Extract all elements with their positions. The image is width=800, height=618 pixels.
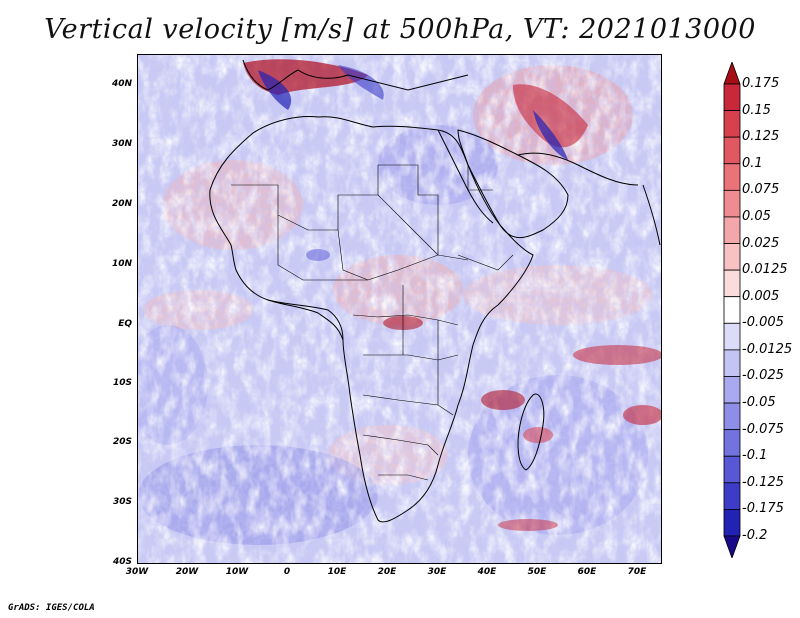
colorbar-level-label: 0.0125 [742,262,788,278]
colorbar-segment [723,189,741,218]
colorbar-bottom-arrow [723,535,741,558]
colorbar-level-label: 0.15 [742,102,771,118]
colorbar-segment [723,349,741,377]
lat-tick-label: 30N [111,139,132,149]
strong-velocity-cells [243,59,661,531]
colorbar-level-label: -0.075 [742,421,784,437]
europe-coastline [242,59,469,91]
grads-credit: GrADS: IGES/COLA [8,603,95,613]
lon-tick-label: 70E [627,567,647,577]
colorbar-segment [723,429,741,457]
lon-tick-label: 20W [175,567,199,577]
colorbar-top-arrow [723,62,741,85]
colorbar-segment [723,455,741,484]
colorbar-segment [723,402,741,431]
colorbar-level-label: -0.2 [742,528,768,543]
colorbar-level-label: -0.025 [742,368,784,384]
lat-tick-label: 40N [111,79,132,89]
colorbar-level-label: -0.005 [742,315,784,331]
lon-tick-label: 60E [577,567,597,577]
colorbar-level-label: -0.05 [742,395,776,411]
colorbar-segment [723,136,741,165]
lon-tick-label: 10E [327,567,347,577]
colorbar-segment [723,243,741,271]
colorbar-segment [723,163,741,191]
vertical-velocity-map [138,55,661,563]
colorbar-level-label: 0.1 [742,155,763,171]
lon-tick-label: 10W [225,567,249,577]
lon-tick-label: 40E [477,567,497,577]
colorbar-segment [723,296,741,324]
colorbar-level-label: 0.125 [742,129,780,145]
lon-tick-label: 30E [427,567,447,577]
coastlines [209,59,661,523]
colorbar-segment [723,322,741,351]
colorbar-segment [723,110,741,138]
lon-tick-label: 0 [283,567,291,577]
colorbar-segment [723,83,741,111]
colorbar-segment [723,376,741,404]
country-borders [231,164,514,481]
colorbar [723,62,741,558]
colorbar-segment [723,509,741,537]
lon-tick-label: 20E [377,567,397,577]
lon-tick-label: 30W [125,567,149,577]
colorbar-level-label: 0.025 [742,235,780,251]
colorbar-level-label: 0.075 [742,182,780,198]
colorbar-level-label: 0.175 [742,76,780,91]
map-title: Vertical velocity [m/s] at 500hPa, VT: 2… [44,14,756,45]
colorbar-level-label: 0.05 [742,208,771,224]
lat-tick-label: 20S [112,437,132,447]
lat-tick-label: 10N [111,259,132,269]
colorbar-level-label: -0.0125 [742,341,793,357]
colorbar-segment [723,269,741,298]
colorbar-level-label: 0.005 [742,288,780,304]
madagascar-coastline [517,393,545,471]
lat-tick-label: 40S [112,557,132,567]
lon-tick-label: 50E [527,567,547,577]
map-plot-area [137,54,662,564]
colorbar-level-label: -0.1 [742,448,768,464]
colorbar-segment [723,482,741,510]
lat-tick-label: EQ [118,319,132,329]
lat-tick-label: 30S [112,497,132,507]
colorbar-level-label: -0.175 [742,501,784,517]
lat-tick-label: 10S [112,378,132,388]
lat-tick-label: 20N [111,199,132,209]
africa-coastline [209,116,534,523]
colorbar-level-label: -0.125 [742,474,784,490]
colorbar-segment [723,216,741,244]
